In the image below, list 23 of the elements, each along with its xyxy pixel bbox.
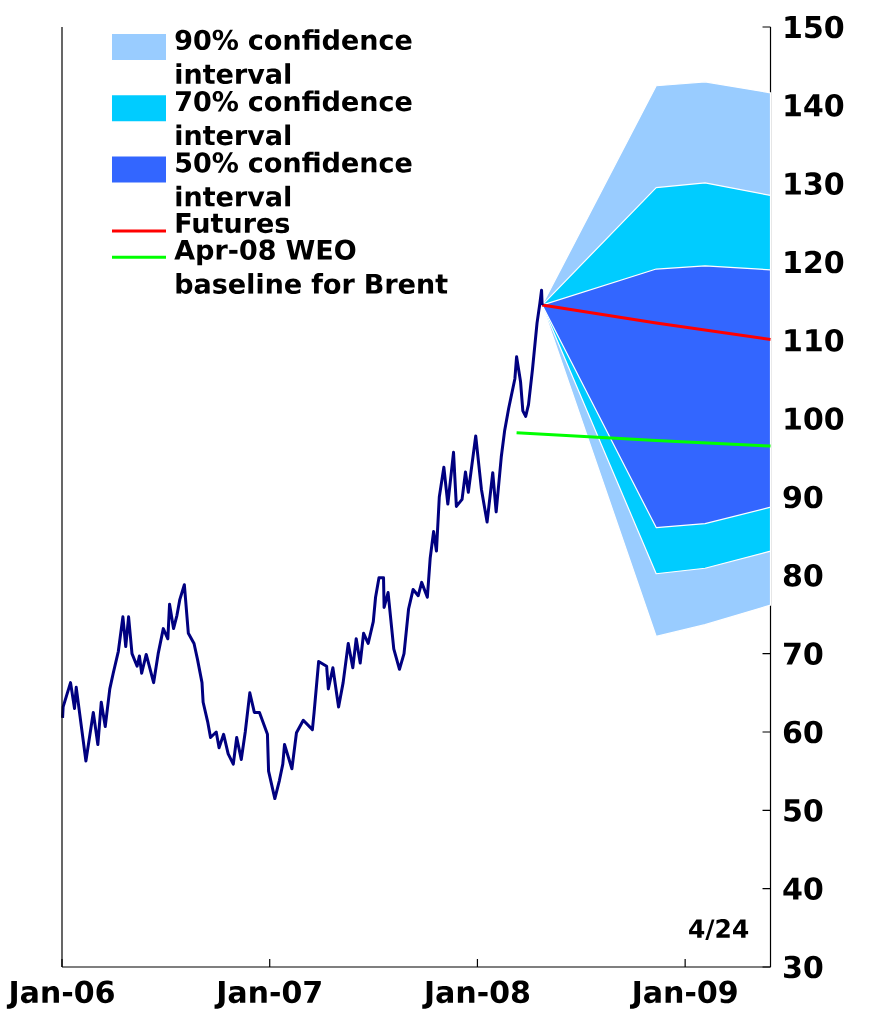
y-tick-label: 110 [785,328,844,352]
y-tick-label: 120 [785,250,844,274]
legend-label: 50% confidence interval [176,151,412,207]
legend-label: Futures [176,213,290,234]
y-tick-label: 140 [785,93,844,117]
x-tick-label: Jan-08 [422,980,530,1009]
y-tick-label: 90 [783,485,823,509]
y-tick-label: 150 [785,15,844,39]
annotation: 4/24 [689,919,749,940]
legend-label: Apr-08 WEO baseline for Brent [174,239,448,294]
x-tick-label: Jan-07 [214,980,321,1009]
y-tick-label: 130 [785,172,844,195]
y-tick-label: 100 [785,407,844,430]
x-tick-label: Jan-06 [6,980,114,1009]
y-tick-label: 50 [784,798,823,822]
y-tick-label: 40 [783,877,823,901]
legend-label: 70% confidence interval [176,90,412,146]
x-tick-label: Jan-09 [629,980,737,1009]
y-tick-label: 60 [783,720,823,744]
y-tick-label: 80 [783,563,823,587]
y-tick-label: 70 [784,642,823,666]
legend-label: 90% confidence interval [175,29,412,85]
y-tick-label: 30 [784,955,823,979]
